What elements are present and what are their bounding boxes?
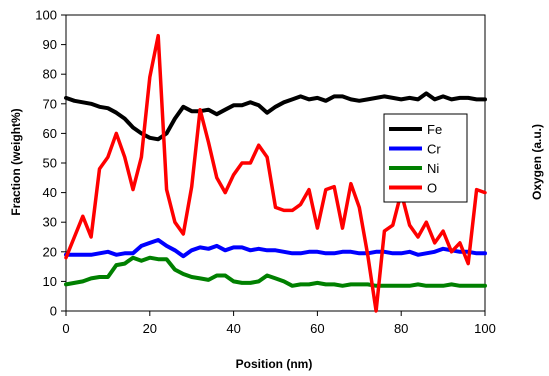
- x-axis-title: Position (nm): [236, 357, 313, 371]
- y-tick-label: 100: [35, 8, 57, 23]
- x-axis: 0 20 40 60 80 100: [62, 311, 496, 336]
- legend: Fe Cr Ni O: [383, 113, 468, 203]
- legend-entry-o: O: [427, 181, 437, 196]
- secondary-y-axis-title: Oxygen (a.u.): [530, 124, 544, 200]
- y-axis: 0 10 20 30 40 50 60 70 80 90 100: [35, 8, 66, 319]
- y-tick-label: 50: [43, 156, 57, 171]
- x-tick-label: 20: [143, 321, 157, 336]
- y-tick-label: 90: [43, 37, 57, 52]
- series-line-ni: [64, 255, 487, 288]
- x-tick-label: 80: [394, 321, 408, 336]
- x-tick-label: 100: [474, 321, 496, 336]
- legend-entry-fe: Fe: [427, 122, 442, 137]
- legend-entry-ni: Ni: [427, 161, 439, 176]
- series-layer: [64, 33, 487, 313]
- y-tick-label: 0: [50, 304, 57, 319]
- y-tick-label: 70: [43, 96, 57, 111]
- series-line-fe: [64, 91, 487, 142]
- x-tick-label: 0: [62, 321, 69, 336]
- x-tick-label: 60: [310, 321, 324, 336]
- legend-entry-cr: Cr: [427, 142, 441, 157]
- y-tick-label: 20: [43, 244, 57, 259]
- y-tick-label: 60: [43, 126, 57, 141]
- series-line-o: [64, 33, 487, 313]
- x-tick-label: 40: [226, 321, 240, 336]
- y-tick-label: 80: [43, 67, 57, 82]
- y-tick-label: 10: [43, 274, 57, 289]
- series-line-cr: [64, 238, 487, 259]
- y-tick-label: 40: [43, 185, 57, 200]
- y-axis-title: Fraction (weight%): [9, 108, 23, 215]
- y-tick-label: 30: [43, 215, 57, 230]
